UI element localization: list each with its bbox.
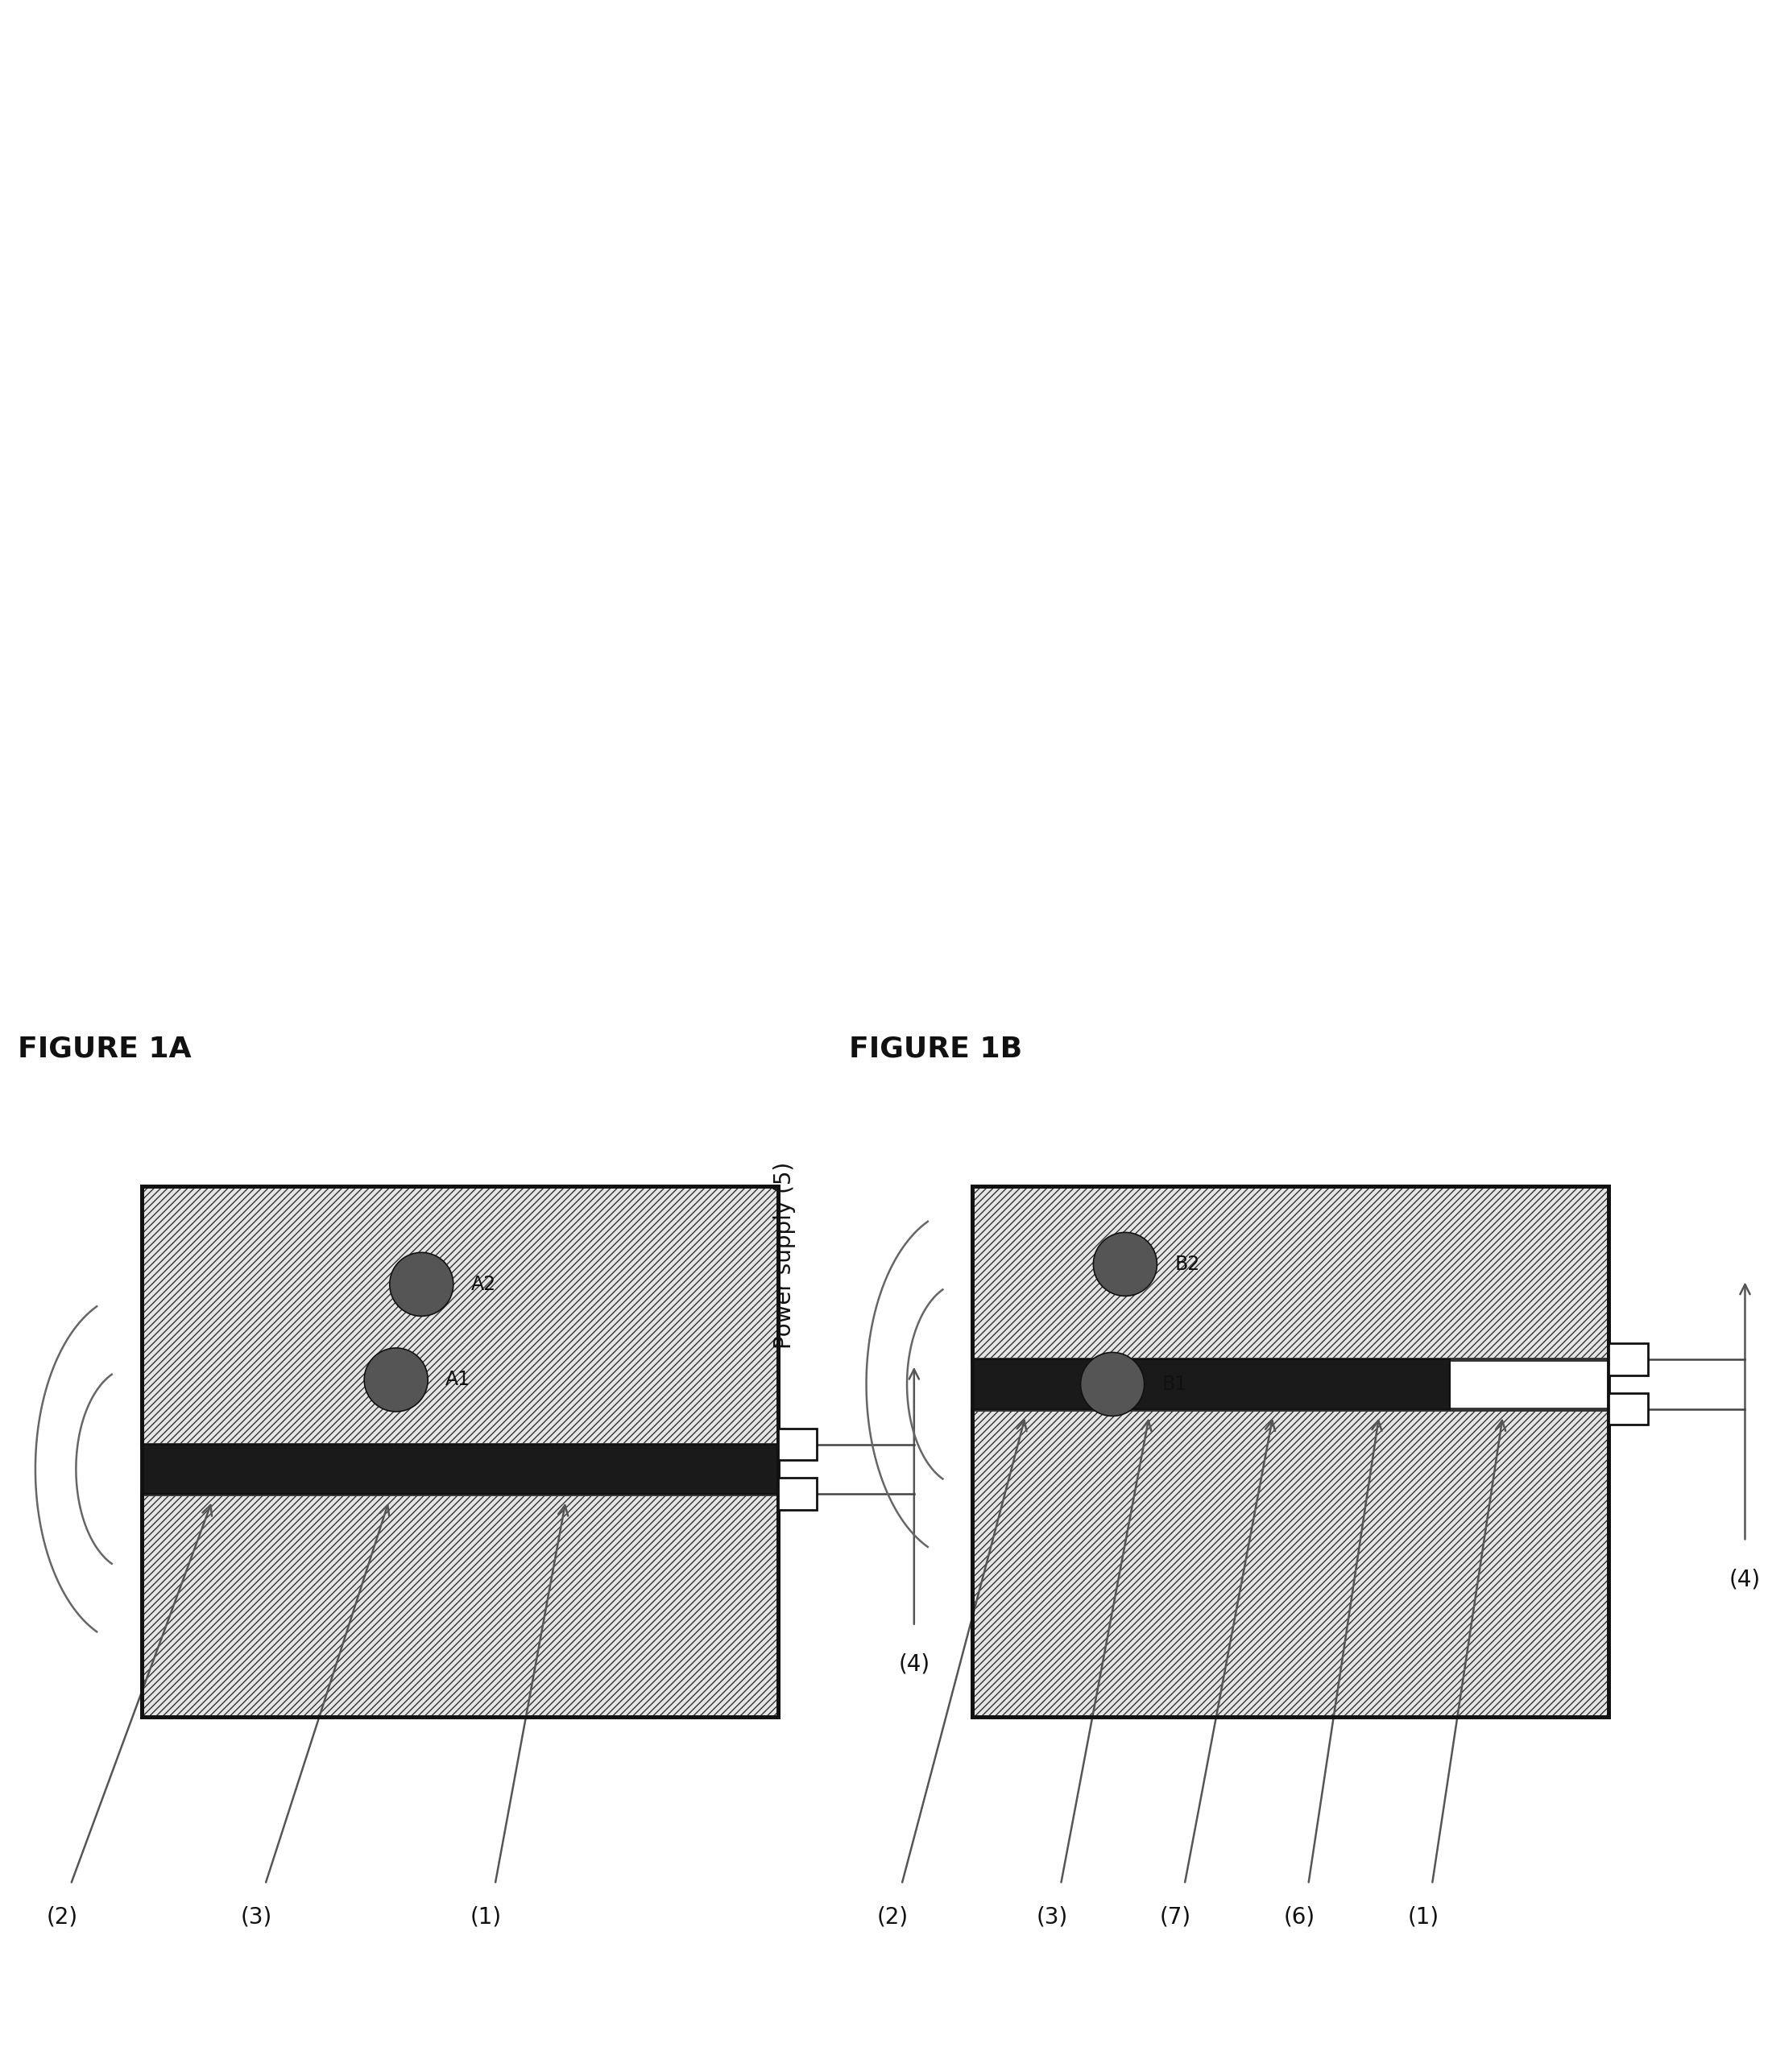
Text: FIGURE 1A: FIGURE 1A [18,1036,191,1063]
Text: (4): (4) [898,1653,930,1676]
Bar [141,1444,778,1494]
Text: (4): (4) [1729,1569,1761,1591]
Bar [1609,1343,1648,1376]
Text: (2): (2) [877,1906,909,1929]
Text: (7): (7) [1160,1906,1192,1929]
Text: (2): (2) [46,1906,78,1929]
Circle shape [1080,1353,1144,1415]
Bar [972,1187,1609,1359]
Text: A2: A2 [470,1274,497,1295]
Text: (3): (3) [240,1906,272,1929]
Text: Power supply (5): Power supply (5) [773,1162,796,1349]
Text: (6): (6) [1284,1906,1315,1929]
Text: B1: B1 [1162,1374,1186,1394]
Text: (1): (1) [470,1906,502,1929]
Circle shape [364,1349,428,1411]
Text: B2: B2 [1174,1254,1200,1274]
Bar [778,1477,817,1510]
Bar [141,1187,778,1716]
Bar [1609,1392,1648,1426]
Circle shape [1093,1233,1156,1295]
Bar [778,1428,817,1461]
Text: (3): (3) [1036,1906,1068,1929]
Text: (1): (1) [1407,1906,1439,1929]
Bar [972,1187,1609,1716]
Circle shape [389,1251,453,1316]
Bar [972,1359,1450,1409]
Text: FIGURE 1B: FIGURE 1B [849,1036,1022,1063]
Text: A1: A1 [446,1370,470,1390]
Bar [972,1409,1609,1716]
Bar [141,1187,778,1444]
Bar [141,1494,778,1716]
